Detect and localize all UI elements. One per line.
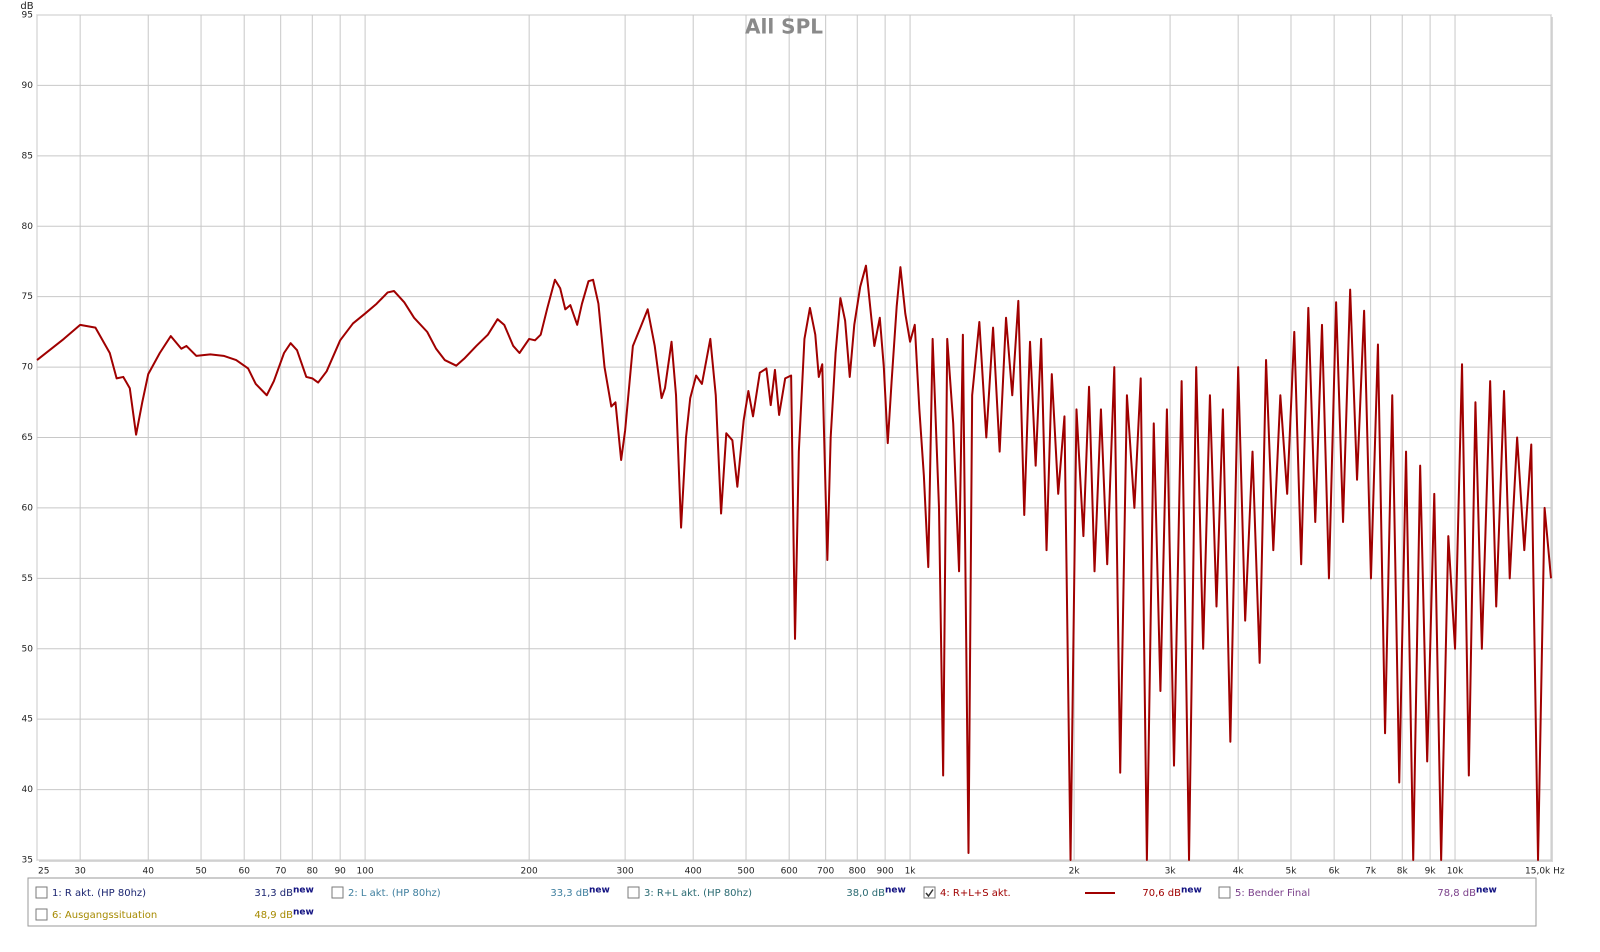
- y-tick-label: 95: [22, 11, 33, 21]
- x-tick-label: 90: [334, 867, 346, 877]
- x-tick-label: 80: [307, 867, 319, 877]
- y-tick-label: 35: [22, 856, 33, 866]
- y-tick-label: 90: [22, 81, 34, 91]
- y-tick-label: 40: [22, 785, 34, 795]
- x-tick-label: 7k: [1365, 867, 1377, 877]
- x-tick-label: 10k: [1447, 867, 1464, 877]
- x-tick-label: 500: [737, 867, 754, 877]
- y-tick-label: 65: [22, 433, 33, 443]
- y-tick-label: 70: [22, 363, 34, 373]
- legend-tag: new: [885, 886, 906, 896]
- x-tick-label: 50: [195, 867, 207, 877]
- x-tick-label: 1k: [905, 867, 917, 877]
- x-tick-label: 70: [275, 867, 287, 877]
- legend-label: 1: R akt. (HP 80hz): [52, 888, 146, 899]
- x-tick-label: 5k: [1286, 867, 1298, 877]
- y-tick-label: 50: [22, 644, 34, 654]
- x-tick-label: 900: [877, 867, 894, 877]
- x-tick-label: 8k: [1397, 867, 1409, 877]
- legend-level: 33,3 dB: [550, 888, 589, 899]
- x-tick-label: 300: [617, 867, 634, 877]
- y-tick-label: 75: [22, 292, 33, 302]
- y-tick-label: 45: [22, 715, 33, 725]
- legend-box: [27, 877, 1537, 927]
- x-tick-label: 60: [238, 867, 250, 877]
- x-tick-label: 400: [685, 867, 702, 877]
- legend-level: 70,6 dB: [1142, 888, 1181, 899]
- y-axis-label: dB: [20, 1, 33, 12]
- x-tick-label: 600: [781, 867, 798, 877]
- x-tick-label: 3k: [1165, 867, 1177, 877]
- y-tick-label: 80: [22, 222, 34, 232]
- legend-level: 78,8 dB: [1437, 888, 1476, 899]
- x-tick-label: 6k: [1329, 867, 1341, 877]
- legend-checkbox[interactable]: [923, 886, 936, 899]
- legend-tag: new: [1181, 886, 1202, 896]
- data-line: [36, 264, 1552, 861]
- legend-checkbox[interactable]: [1218, 886, 1231, 899]
- legend-tag: new: [293, 886, 314, 896]
- legend-checkbox[interactable]: [331, 886, 344, 899]
- y-tick-label: 85: [22, 151, 33, 161]
- x-tick-label: 800: [849, 867, 866, 877]
- x-tick-label: 4k: [1233, 867, 1245, 877]
- legend-level: 38,0 dB: [846, 888, 885, 899]
- checkmark: [925, 889, 934, 898]
- x-tick-label: 30: [74, 867, 86, 877]
- legend-checkbox[interactable]: [627, 886, 640, 899]
- legend-label: 5: Bender Final: [1235, 888, 1310, 899]
- legend-label: 2: L akt. (HP 80hz): [348, 888, 441, 899]
- x-tick-label: 200: [521, 867, 538, 877]
- x-tick-label: 25: [38, 867, 49, 877]
- legend-checkbox[interactable]: [35, 886, 48, 899]
- legend-label: 6: Ausgangssituation: [52, 910, 157, 921]
- x-tick-label: 100: [357, 867, 374, 877]
- legend-tag: new: [293, 908, 314, 918]
- legend-tag: new: [589, 886, 610, 896]
- x-tick-label: 9k: [1425, 867, 1437, 877]
- y-tick-label: 55: [22, 574, 33, 584]
- x-tick-label: 40: [143, 867, 155, 877]
- chart-title: All SPL: [745, 15, 823, 39]
- legend-level: 31,3 dB: [254, 888, 293, 899]
- legend-tag: new: [1476, 886, 1497, 896]
- x-tick-label: 15,0k Hz: [1525, 867, 1565, 877]
- legend-label: 3: R+L akt. (HP 80hz): [644, 888, 752, 899]
- legend-level: 48,9 dB: [254, 910, 293, 921]
- legend-label: 4: R+L+S akt.: [940, 888, 1011, 899]
- x-tick-label: 2k: [1069, 867, 1081, 877]
- y-tick-label: 60: [22, 503, 34, 513]
- x-tick-label: 700: [817, 867, 834, 877]
- legend-checkbox[interactable]: [35, 908, 48, 921]
